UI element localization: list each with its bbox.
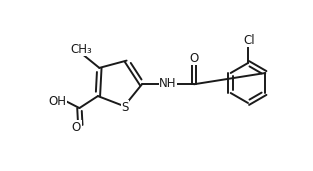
Text: OH: OH xyxy=(49,95,67,108)
Text: O: O xyxy=(72,121,81,134)
Text: CH₃: CH₃ xyxy=(70,43,92,56)
Text: Cl: Cl xyxy=(243,34,255,47)
Text: NH: NH xyxy=(159,77,177,90)
Text: O: O xyxy=(189,52,198,65)
Text: S: S xyxy=(121,101,129,114)
